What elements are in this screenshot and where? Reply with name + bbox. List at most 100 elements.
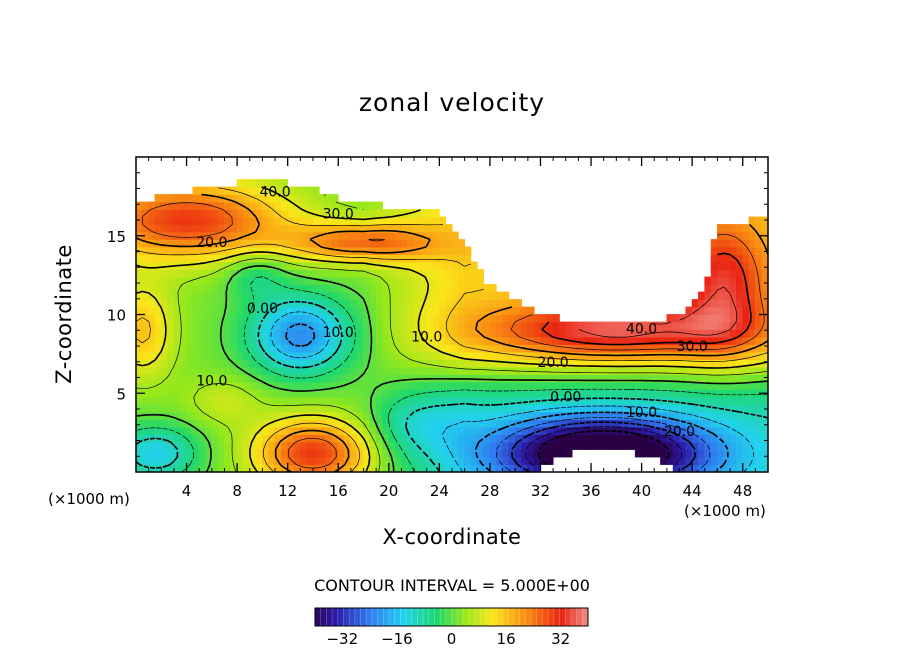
field-cell [754, 246, 763, 255]
field-cell [495, 464, 503, 472]
field-cell [736, 254, 744, 263]
field-cell [306, 231, 314, 240]
field-cell [754, 374, 763, 383]
field-cell [420, 224, 428, 233]
field-cell [198, 276, 206, 285]
field-cell [325, 441, 333, 450]
field-cell [457, 246, 466, 255]
field-cell [274, 434, 282, 443]
field-cell [666, 419, 674, 428]
field-cell [717, 306, 725, 315]
field-cell [394, 306, 402, 315]
field-cell [293, 366, 301, 375]
field-cell [136, 306, 143, 315]
field-cell [318, 216, 326, 225]
field-cell [736, 231, 744, 240]
field-cell [578, 329, 586, 338]
field-cell [217, 389, 225, 398]
field-cell [413, 276, 421, 285]
field-cell [634, 389, 642, 398]
field-cell [748, 254, 756, 263]
field-cell [167, 276, 175, 285]
field-cell [268, 209, 276, 218]
field-cell [514, 351, 522, 360]
field-cell [230, 396, 238, 405]
field-cell [141, 464, 150, 472]
field-cell [198, 216, 206, 225]
field-cell [742, 359, 750, 368]
field-cell [363, 246, 371, 255]
field-cell [457, 419, 466, 428]
field-cell [350, 441, 358, 450]
field-cell [179, 194, 187, 203]
field-cell [521, 441, 529, 450]
field-cell [426, 269, 434, 278]
field-cell [628, 336, 636, 345]
field-cell [325, 396, 333, 405]
field-cell [243, 426, 251, 435]
field-cell [167, 246, 175, 255]
field-cell [173, 209, 181, 218]
field-cell [622, 329, 630, 338]
field-cell [761, 396, 768, 405]
field-cell [179, 239, 187, 248]
field-cell [464, 306, 472, 315]
field-cell [717, 359, 725, 368]
x-axis-label: X-coordinate [382, 525, 522, 549]
colorbar-segment [445, 608, 452, 626]
field-cell [388, 351, 396, 360]
field-cell [205, 374, 213, 383]
field-cell [717, 419, 725, 428]
field-cell [280, 261, 289, 270]
field-cell [173, 419, 181, 428]
field-cell [280, 209, 289, 218]
field-cell [236, 314, 244, 323]
field-cell [748, 314, 756, 323]
colorbar-segment [343, 608, 350, 626]
field-cell [533, 404, 541, 413]
field-cell [457, 254, 466, 263]
field-cell [236, 336, 244, 345]
field-cell [420, 216, 428, 225]
field-cell [483, 351, 491, 360]
field-cell [293, 419, 301, 428]
field-cell [748, 299, 756, 308]
field-cell [527, 321, 535, 330]
field-cell [552, 329, 560, 338]
field-cell [186, 314, 194, 323]
field-cell [318, 366, 326, 375]
field-cell [742, 291, 750, 300]
field-cell [660, 434, 668, 443]
field-cell [167, 291, 175, 300]
field-cell [293, 381, 301, 390]
field-cell [236, 179, 244, 188]
field-cell [154, 456, 162, 465]
field-cell [331, 209, 339, 218]
field-cell [388, 306, 396, 315]
field-cell [243, 329, 251, 338]
field-cell [502, 396, 510, 405]
field-cell [748, 426, 756, 435]
colorbar-segment [337, 608, 344, 626]
field-cell [173, 396, 181, 405]
field-cell [748, 276, 756, 285]
field-cell [470, 366, 478, 375]
field-cell [344, 336, 352, 345]
field-cell [432, 246, 440, 255]
field-cell [723, 464, 731, 472]
field-cell [205, 224, 213, 233]
field-cell [729, 366, 737, 375]
field-cell [337, 396, 345, 405]
field-cell [382, 336, 390, 345]
field-cell [603, 404, 611, 413]
field-cell [672, 404, 680, 413]
field-cell [723, 291, 731, 300]
field-cell [647, 366, 655, 375]
field-cell [438, 419, 447, 428]
field-cell [179, 419, 187, 428]
field-cell [672, 441, 680, 450]
field-cell [578, 411, 586, 420]
field-cell [483, 456, 491, 465]
field-cell [470, 336, 478, 345]
field-cell [698, 344, 706, 353]
